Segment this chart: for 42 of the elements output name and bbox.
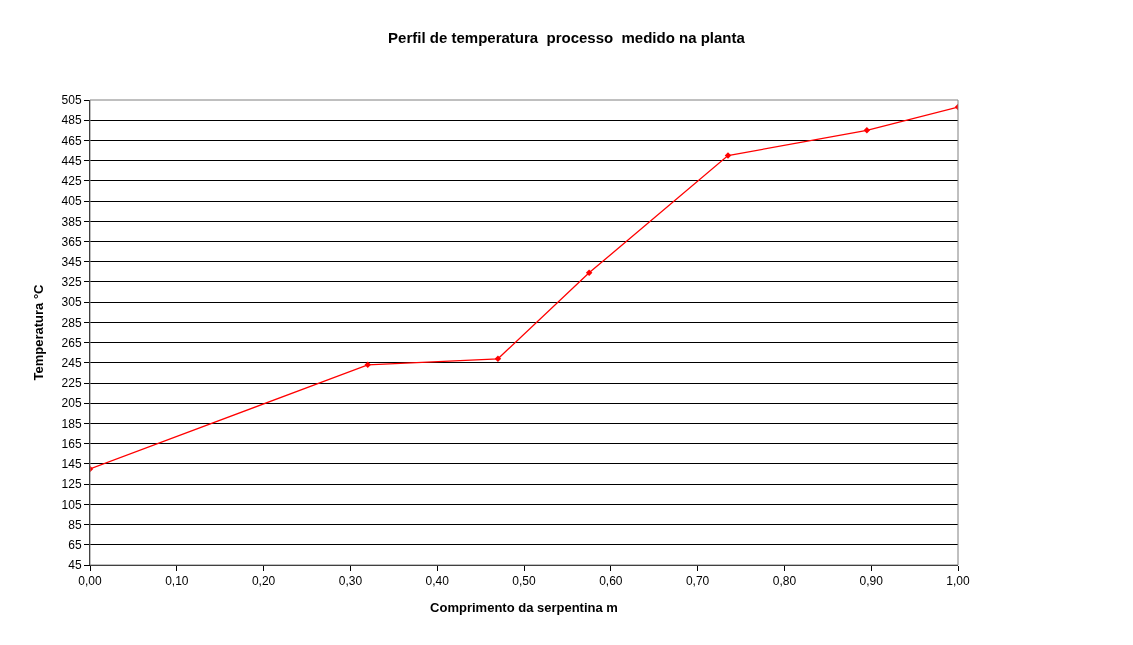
y-tick-label: 365 — [61, 234, 82, 249]
x-tick-label: 0,20 — [251, 574, 276, 589]
y-tick-label: 345 — [61, 254, 82, 269]
y-tick-label: 245 — [61, 356, 82, 371]
x-tick-label: 0,60 — [599, 574, 623, 589]
x-tick-label: 0,70 — [685, 574, 710, 589]
point — [364, 361, 372, 369]
y-tick-label: 125 — [61, 477, 82, 492]
x-tick-label: 0,90 — [859, 574, 884, 589]
y-tick-label: 205 — [61, 396, 82, 411]
point — [585, 269, 593, 277]
point — [863, 127, 871, 134]
x-tick-label: 0,00 — [78, 574, 102, 589]
y-tick-label: 445 — [61, 153, 82, 168]
y-tick-label: 65 — [68, 537, 82, 552]
y-tick-label: 145 — [61, 457, 82, 472]
y-tick-label: 305 — [61, 295, 82, 310]
y-tick-label: 185 — [61, 416, 82, 431]
y-axis-title: Temperatura °C — [30, 283, 46, 381]
y-tick-label: 505 — [61, 93, 82, 108]
x-tick-label: 0,50 — [512, 574, 536, 589]
y-tick-label: 285 — [61, 315, 82, 330]
y-tick-label: 85 — [68, 517, 82, 532]
x-tick-label: 0,30 — [338, 574, 363, 589]
y-tick-label: 465 — [61, 133, 82, 148]
y-tick-label: 485 — [61, 113, 82, 128]
y-tick-label: 405 — [61, 194, 82, 209]
y-tick-label: 425 — [61, 174, 82, 189]
x-tick-label: 0,40 — [425, 574, 450, 589]
y-tick-label: 265 — [61, 335, 82, 350]
y-tick-label: 45 — [68, 558, 82, 573]
chart-title: Perfil de temperatura processo medido na planta — [388, 28, 746, 46]
x-tick-label: 0,80 — [772, 574, 797, 589]
y-tick-label: 325 — [61, 275, 82, 290]
point — [494, 355, 502, 363]
y-tick-label: 225 — [61, 376, 82, 391]
x-tick-label: 1,00 — [946, 574, 970, 589]
y-tick-label: 165 — [61, 436, 82, 451]
y-tick-label: 105 — [61, 497, 82, 512]
x-axis-title: Comprimento da serpentina m — [430, 600, 618, 615]
x-tick-label: 0,10 — [165, 574, 189, 589]
y-tick-label: 385 — [61, 214, 82, 229]
